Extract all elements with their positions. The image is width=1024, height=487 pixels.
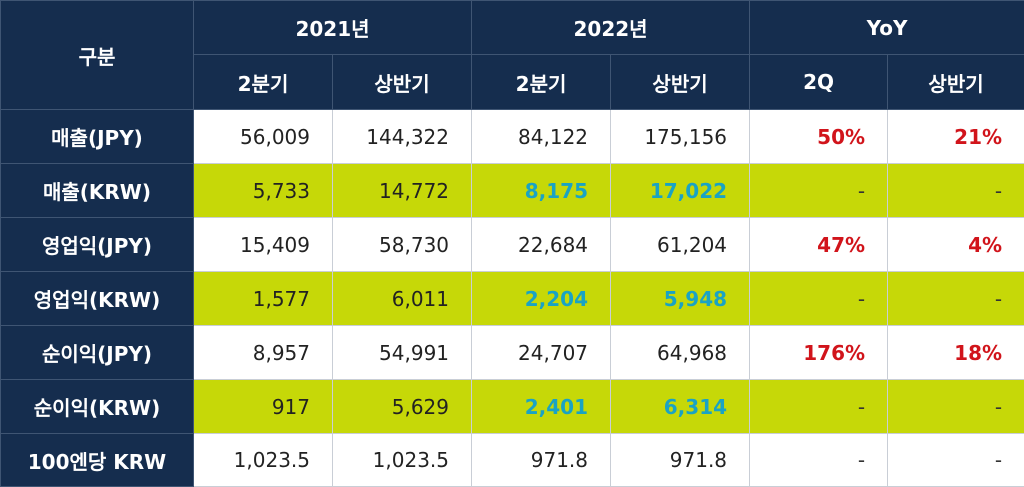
table-cell: 1,023.5	[333, 434, 472, 487]
header-2021-h1: 상반기	[333, 55, 472, 110]
table-cell: 24,707	[472, 326, 611, 380]
table-cell: 50%	[750, 110, 888, 164]
table-cell: 14,772	[333, 164, 472, 218]
table-cell: -	[750, 434, 888, 487]
header-yoy-q2: 2Q	[750, 55, 888, 110]
header-year-2022: 2022년	[472, 1, 750, 55]
table-cell: 84,122	[472, 110, 611, 164]
table-cell: 64,968	[611, 326, 750, 380]
header-category: 구분	[1, 1, 194, 110]
table-cell: 8,175	[472, 164, 611, 218]
table-cell: 917	[194, 380, 333, 434]
header-year-2021: 2021년	[194, 1, 472, 55]
table-cell: -	[888, 380, 1024, 434]
table-cell: 17,022	[611, 164, 750, 218]
table-cell: 56,009	[194, 110, 333, 164]
row-label: 매출(KRW)	[1, 164, 194, 218]
table-cell: -	[750, 380, 888, 434]
table-cell: 21%	[888, 110, 1024, 164]
table-row: 순이익(KRW) 917 5,629 2,401 6,314 - -	[1, 380, 1024, 434]
table-row: 매출(JPY) 56,009 144,322 84,122 175,156 50…	[1, 110, 1024, 164]
table-cell: 1,577	[194, 272, 333, 326]
table-cell: 22,684	[472, 218, 611, 272]
row-label: 영업익(JPY)	[1, 218, 194, 272]
table-cell: 144,322	[333, 110, 472, 164]
row-label: 순이익(JPY)	[1, 326, 194, 380]
table-cell: 971.8	[472, 434, 611, 487]
table-cell: 2,401	[472, 380, 611, 434]
table-cell: 4%	[888, 218, 1024, 272]
header-2022-q2: 2분기	[472, 55, 611, 110]
row-label: 순이익(KRW)	[1, 380, 194, 434]
table-cell: 5,733	[194, 164, 333, 218]
table-row: 영업익(KRW) 1,577 6,011 2,204 5,948 - -	[1, 272, 1024, 326]
table-row: 영업익(JPY) 15,409 58,730 22,684 61,204 47%…	[1, 218, 1024, 272]
table-cell: 5,629	[333, 380, 472, 434]
row-label: 영업익(KRW)	[1, 272, 194, 326]
table-row: 순이익(JPY) 8,957 54,991 24,707 64,968 176%…	[1, 326, 1024, 380]
table-row: 매출(KRW) 5,733 14,772 8,175 17,022 - -	[1, 164, 1024, 218]
header-yoy-h1: 상반기	[888, 55, 1024, 110]
header-2021-q2: 2분기	[194, 55, 333, 110]
row-label: 100엔당 KRW	[1, 434, 194, 487]
table-cell: 54,991	[333, 326, 472, 380]
header-yoy: YoY	[750, 1, 1024, 55]
table-cell: -	[888, 272, 1024, 326]
table-row: 100엔당 KRW 1,023.5 1,023.5 971.8 971.8 - …	[1, 434, 1024, 487]
table-cell: 15,409	[194, 218, 333, 272]
table-cell: -	[750, 164, 888, 218]
table-cell: -	[750, 272, 888, 326]
table-cell: 47%	[750, 218, 888, 272]
table-cell: 18%	[888, 326, 1024, 380]
table-cell: 5,948	[611, 272, 750, 326]
table-cell: 61,204	[611, 218, 750, 272]
table-cell: 6,314	[611, 380, 750, 434]
table-cell: 2,204	[472, 272, 611, 326]
header-2022-h1: 상반기	[611, 55, 750, 110]
table-cell: -	[888, 164, 1024, 218]
table-cell: 58,730	[333, 218, 472, 272]
table-cell: 176%	[750, 326, 888, 380]
table-cell: 1,023.5	[194, 434, 333, 487]
row-label: 매출(JPY)	[1, 110, 194, 164]
table-cell: 6,011	[333, 272, 472, 326]
table-cell: 971.8	[611, 434, 750, 487]
table-cell: 8,957	[194, 326, 333, 380]
table-cell: 175,156	[611, 110, 750, 164]
table-cell: -	[888, 434, 1024, 487]
